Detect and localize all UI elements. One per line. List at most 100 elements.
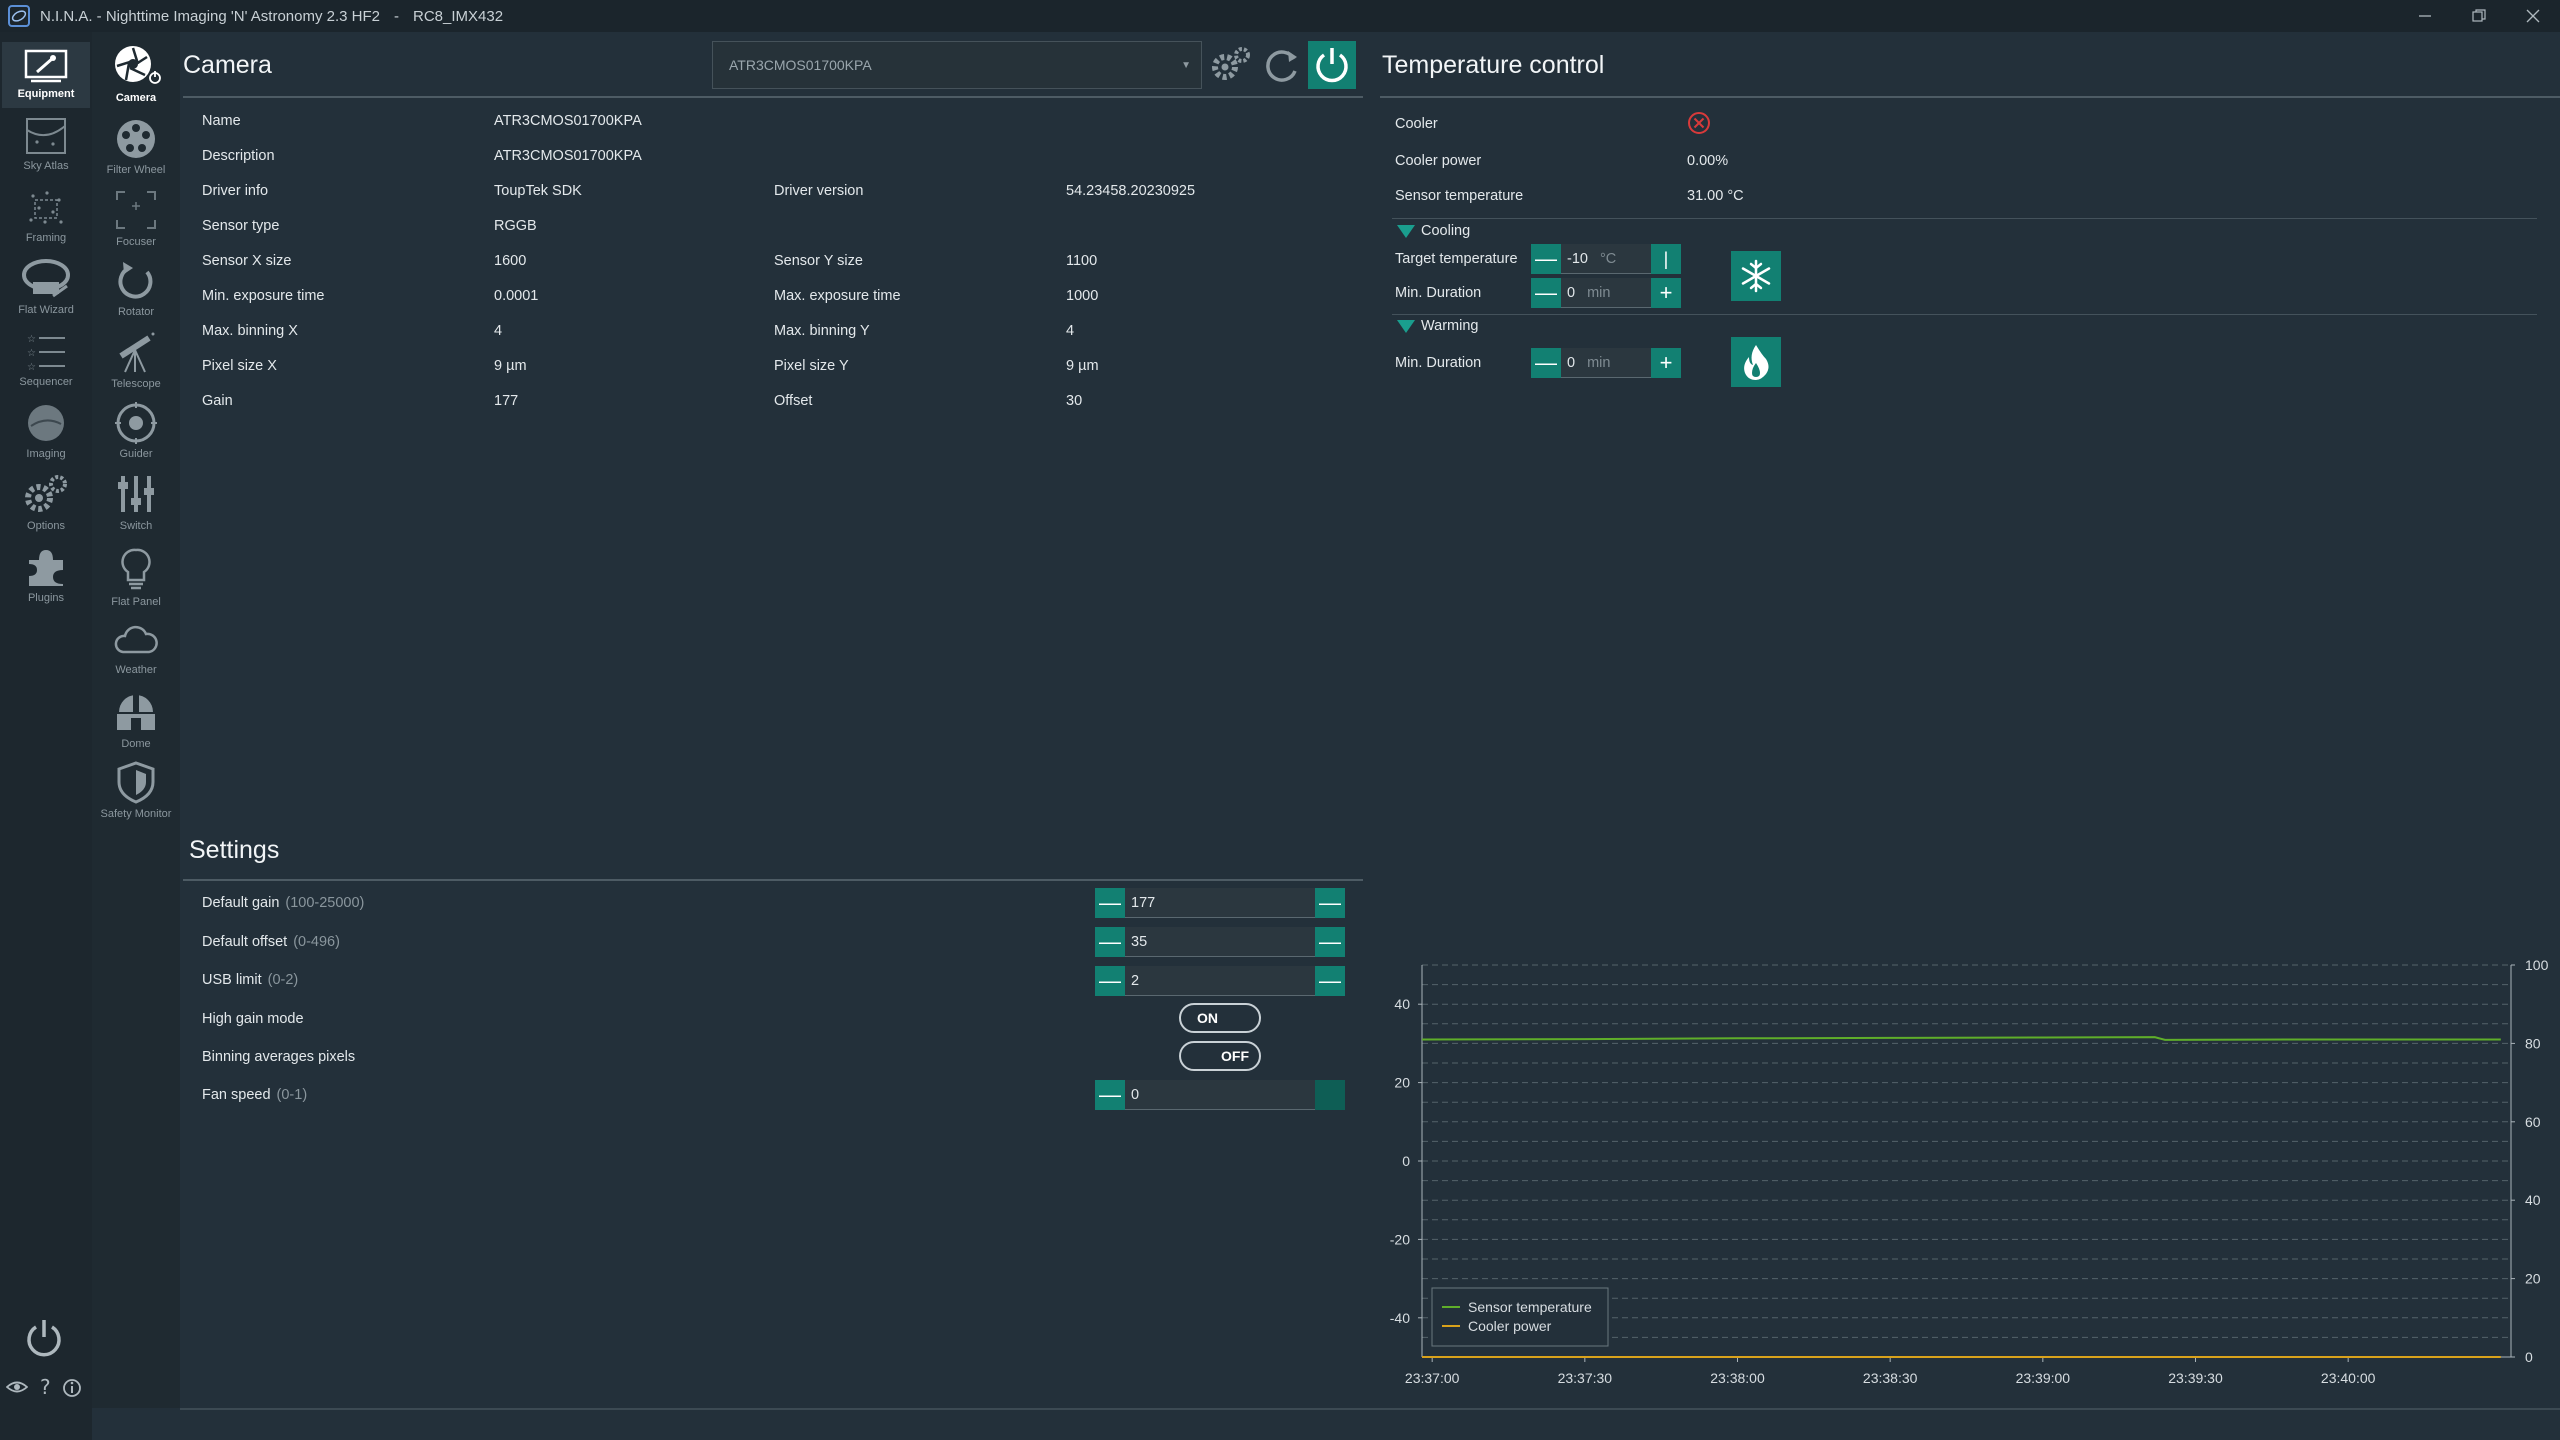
main-navigation: Equipment Sky Atlas Framing Flat Wizard … xyxy=(0,32,92,1440)
offset-value: 30 xyxy=(1066,393,1083,409)
camera-device-dropdown[interactable]: ATR3CMOS01700KPA ▼ xyxy=(712,41,1202,89)
subnav-flat-panel[interactable]: Flat Panel xyxy=(92,546,180,608)
x-tick-label: 23:38:00 xyxy=(1710,1370,1765,1386)
fan-speed-input[interactable]: 0 xyxy=(1125,1080,1315,1110)
usb-limit-label-wrap: USB limit (0-2) xyxy=(202,972,298,988)
cooling-expander[interactable]: Cooling xyxy=(1397,223,1470,239)
subnav-dome[interactable]: Dome xyxy=(92,686,180,750)
warming-min-duration-increment[interactable]: + xyxy=(1651,348,1681,378)
start-cooling-button[interactable] xyxy=(1731,251,1781,301)
warming-expander[interactable]: Warming xyxy=(1397,318,1478,334)
pixel-size-y-value: 9 µm xyxy=(1066,358,1099,374)
nav-framing[interactable]: Framing xyxy=(2,188,90,244)
nav-label: Plugins xyxy=(27,592,65,604)
about-button[interactable] xyxy=(62,1378,82,1402)
nav-options[interactable]: Options xyxy=(2,472,90,532)
legend-sensor-temperature: Sensor temperature xyxy=(1468,1299,1592,1315)
chart-grid xyxy=(1422,964,2511,1358)
target-temperature-increment[interactable]: | xyxy=(1651,244,1681,274)
rescan-devices-button[interactable] xyxy=(1258,41,1306,89)
sky-atlas-icon xyxy=(26,118,66,154)
close-icon xyxy=(2526,9,2540,23)
pixel-size-x-label: Pixel size X xyxy=(202,358,277,374)
name-value: ATR3CMOS01700KPA xyxy=(494,113,642,129)
subnav-guider[interactable]: Guider xyxy=(92,402,180,460)
subnav-filter-wheel[interactable]: Filter Wheel xyxy=(92,118,180,176)
expander-triangle-icon xyxy=(1397,224,1415,238)
maximize-button[interactable] xyxy=(2452,0,2506,32)
nav-sequencer[interactable]: ☆ ☆ ☆ Sequencer xyxy=(2,330,90,388)
nav-label: Imaging xyxy=(26,448,66,460)
subnav-switch[interactable]: Switch xyxy=(92,472,180,532)
usb-limit-increment[interactable]: — xyxy=(1315,966,1345,996)
cooler-power-label: Cooler power xyxy=(1395,153,1482,169)
svg-text:☆: ☆ xyxy=(27,362,36,372)
subnav-safety-monitor[interactable]: Safety Monitor xyxy=(92,760,180,820)
cooling-min-duration-input[interactable]: 0 min xyxy=(1561,278,1651,308)
target-temperature-unit: °C xyxy=(1599,250,1617,267)
y-tick-label-left: -20 xyxy=(1390,1231,1410,1247)
subnav-weather[interactable]: Weather xyxy=(92,620,180,676)
chart-legend: Sensor temperature Cooler power xyxy=(1431,1287,1609,1347)
visibility-toggle[interactable] xyxy=(5,1379,29,1399)
temperature-chart: 40 20 0 -20 -40 100 80 60 40 20 0 23:37:00 23:37:30 2… xyxy=(1390,960,2549,1386)
x-tick-label: 23:37:00 xyxy=(1405,1370,1460,1386)
warming-divider xyxy=(1392,314,2537,315)
cooling-min-duration-increment[interactable]: + xyxy=(1651,278,1681,308)
nav-sky-atlas[interactable]: Sky Atlas xyxy=(2,116,90,172)
usb-limit-decrement[interactable]: — xyxy=(1095,966,1125,996)
close-button[interactable] xyxy=(2506,0,2560,32)
usb-limit-input[interactable]: 2 xyxy=(1125,966,1315,996)
fan-speed-increment[interactable] xyxy=(1315,1080,1345,1110)
warming-min-duration-decrement[interactable]: — xyxy=(1531,348,1561,378)
subnav-label: Telescope xyxy=(111,378,161,390)
description-label: Description xyxy=(202,148,275,164)
help-icon: ? xyxy=(40,1375,51,1399)
sensor-type-value: RGGB xyxy=(494,218,537,234)
minimize-button[interactable] xyxy=(2398,0,2452,32)
filter-wheel-icon xyxy=(117,120,155,158)
svg-text:?: ? xyxy=(40,1376,51,1398)
subnav-camera[interactable]: Camera xyxy=(92,44,180,104)
y-tick-label-right: 60 xyxy=(2525,1114,2541,1130)
gain-label: Gain xyxy=(202,393,233,409)
nav-label: Framing xyxy=(25,232,67,244)
help-button[interactable]: ? xyxy=(38,1375,54,1402)
default-gain-increment[interactable]: — xyxy=(1315,888,1345,918)
warming-min-duration-input[interactable]: 0 min xyxy=(1561,348,1651,378)
default-gain-decrement[interactable]: — xyxy=(1095,888,1125,918)
nav-flat-wizard[interactable]: Flat Wizard xyxy=(2,258,90,316)
nav-equipment[interactable]: Equipment xyxy=(2,42,90,108)
subnav-focuser[interactable]: Focuser xyxy=(92,188,180,248)
binning-averages-toggle[interactable]: OFF xyxy=(1179,1041,1261,1071)
sensor-y-value: 1100 xyxy=(1066,253,1098,269)
camera-settings-button[interactable] xyxy=(1206,41,1254,89)
start-warming-button[interactable] xyxy=(1731,337,1781,387)
default-offset-input[interactable]: 35 xyxy=(1125,927,1315,957)
cooler-label: Cooler xyxy=(1395,116,1438,132)
target-temperature-decrement[interactable]: — xyxy=(1531,244,1561,274)
subnav-label: Switch xyxy=(119,520,153,532)
fan-speed-decrement[interactable]: — xyxy=(1095,1080,1125,1110)
status-bar xyxy=(180,1408,2560,1440)
cooling-min-duration-decrement[interactable]: — xyxy=(1531,278,1561,308)
shutdown-button[interactable] xyxy=(24,1317,64,1363)
y-tick-label-right: 100 xyxy=(2525,960,2549,973)
default-gain-input[interactable]: 177 xyxy=(1125,888,1315,918)
subnav-telescope[interactable]: Telescope xyxy=(92,330,180,390)
nav-imaging[interactable]: Imaging xyxy=(2,402,90,460)
high-gain-toggle[interactable]: ON xyxy=(1179,1003,1261,1033)
default-offset-increment[interactable]: — xyxy=(1315,927,1345,957)
svg-text:☆: ☆ xyxy=(27,348,36,359)
default-offset-decrement[interactable]: — xyxy=(1095,927,1125,957)
camera-icon xyxy=(115,46,161,84)
power-icon xyxy=(27,1320,61,1357)
camera-disconnect-button[interactable] xyxy=(1308,41,1356,89)
subnav-rotator[interactable]: Rotator xyxy=(92,260,180,318)
guider-icon xyxy=(115,402,157,444)
nav-plugins[interactable]: Plugins xyxy=(2,546,90,604)
cooling-min-duration-label: Min. Duration xyxy=(1395,285,1482,301)
target-temperature-input[interactable]: -10 °C xyxy=(1561,244,1651,274)
max-binning-x-value: 4 xyxy=(494,323,503,339)
usb-limit-range: (0-2) xyxy=(267,972,299,988)
